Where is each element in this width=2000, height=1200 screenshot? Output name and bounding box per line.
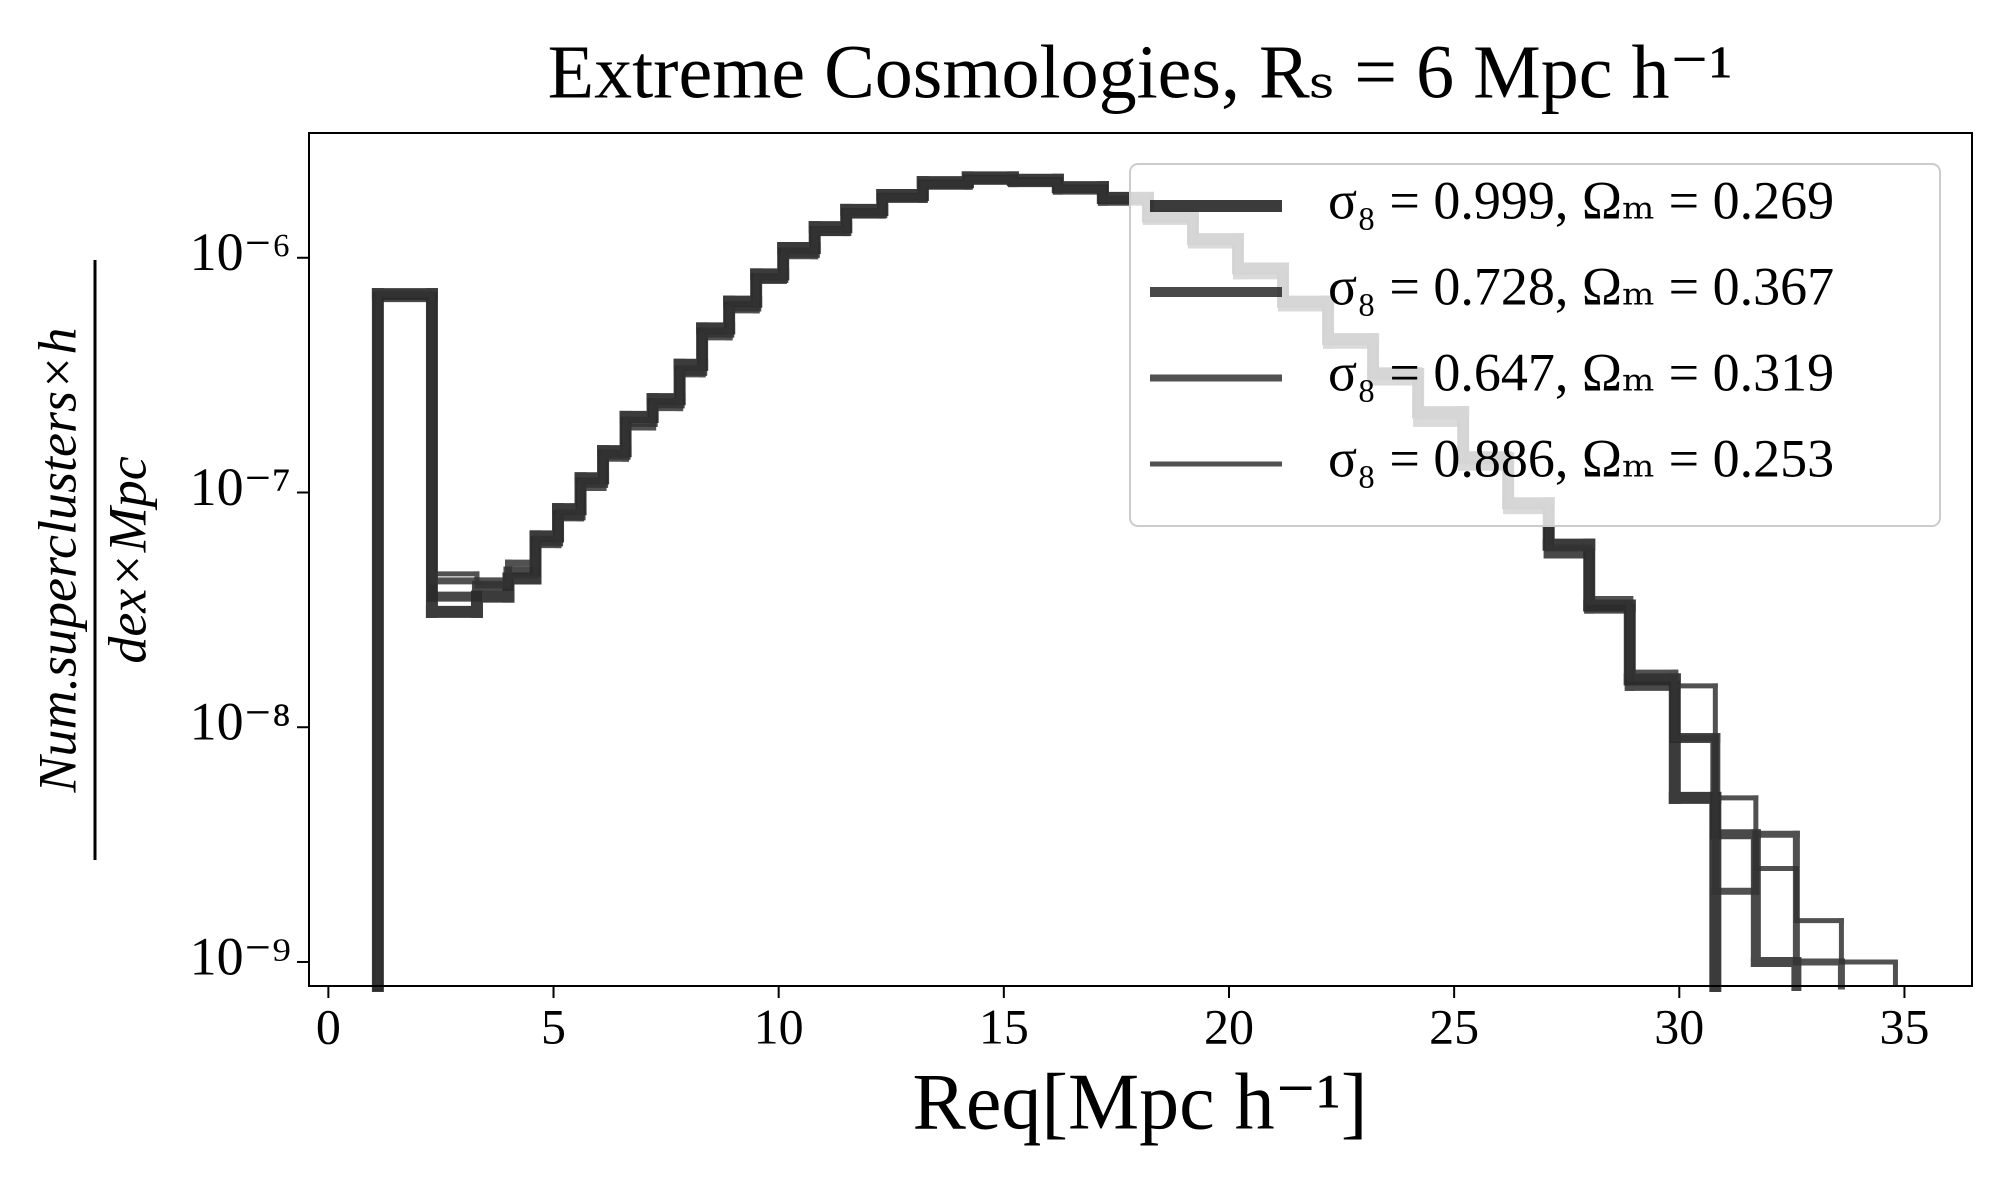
y-tick-label: 10⁻⁸ (190, 692, 291, 752)
x-tick-label: 20 (1204, 998, 1254, 1054)
x-tick-label: 10 (754, 998, 804, 1054)
chart-title: Extreme Cosmologies, Rₛ = 6 Mpc h⁻¹ (548, 30, 1733, 114)
legend-box (1129, 163, 1941, 527)
x-tick-label: 35 (1879, 998, 1929, 1054)
x-tick-label: 25 (1429, 998, 1479, 1054)
y-tick-label: 10⁻⁷ (190, 457, 291, 517)
axes-frame (308, 132, 1973, 987)
x-tick-label: 15 (979, 998, 1029, 1054)
legend-label: σ₈ = 0.886, Ωₘ = 0.253 (1328, 428, 1834, 488)
x-axis-label: Req[Mpc h⁻¹] (913, 1058, 1368, 1146)
x-tick-label: 30 (1654, 998, 1704, 1054)
y-tick-label: 10⁻⁹ (190, 926, 291, 986)
plot-area: 0 5 10 15 20 25 30 35 10⁻⁹ 10⁻⁸ 10⁻⁷ 10⁻⁶ σ₈ = 0.999… (190, 132, 1973, 1054)
legend-label: σ₈ = 0.999, Ωₘ = 0.269 (1328, 170, 1834, 230)
y-label-numerator: Num.superclusters×h (27, 328, 87, 794)
legend-label: σ₈ = 0.647, Ωₘ = 0.319 (1328, 342, 1834, 402)
y-tick-label: 10⁻⁶ (190, 222, 291, 282)
x-tick-label: 0 (316, 998, 341, 1054)
y-label-denominator: dex×Mpc (97, 456, 157, 663)
y-axis-label: Num.superclusters×h dex×Mpc (27, 260, 157, 860)
x-tick-label: 5 (541, 998, 566, 1054)
legend-label: σ₈ = 0.728, Ωₘ = 0.367 (1328, 256, 1834, 316)
